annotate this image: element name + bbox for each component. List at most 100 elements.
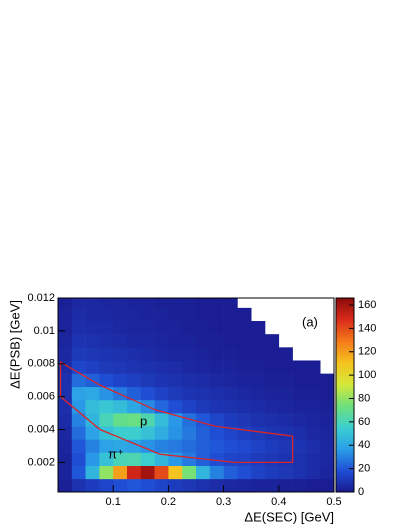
heatmap-cell (168, 321, 183, 335)
heatmap-cell (223, 439, 238, 453)
heatmap-cell (209, 307, 224, 322)
heatmap-cell (58, 413, 73, 427)
heatmap-cell (223, 478, 238, 493)
heatmap-cell (182, 386, 197, 401)
heatmap-cell (99, 452, 114, 466)
heatmap-cell (196, 426, 211, 440)
heatmap-cell (71, 452, 86, 466)
heatmap-cell (168, 478, 183, 493)
heatmap-cell (223, 386, 238, 401)
heatmap-cell (251, 399, 266, 414)
heatmap-cell (99, 413, 114, 427)
heatmap-cell (320, 465, 335, 480)
heatmap-cell (196, 334, 211, 348)
heatmap-cell (113, 452, 128, 466)
heatmap-cell (237, 452, 252, 466)
heatmap-cell (265, 399, 280, 414)
heatmap-cell (85, 439, 100, 453)
heatmap-cell (154, 386, 169, 401)
heatmap-cell (168, 465, 183, 480)
heatmap (58, 298, 335, 493)
heatmap-cell (58, 439, 73, 453)
heatmap-cell (196, 478, 211, 493)
heatmap-cell (251, 321, 266, 335)
heatmap-cell (127, 307, 142, 322)
heatmap-cell (182, 465, 197, 480)
heatmap-cell (265, 452, 280, 466)
heatmap-cell (140, 386, 155, 401)
heatmap-cell (71, 478, 86, 493)
colorbar-tick-label: 60 (358, 416, 370, 428)
colorbar-tick-label: 120 (358, 346, 376, 358)
heatmap-cell (223, 465, 238, 480)
heatmap-cell (154, 298, 169, 309)
heatmap-cell (209, 347, 224, 361)
heatmap-cell (85, 413, 100, 427)
heatmap-cell (168, 360, 183, 374)
heatmap-cell (85, 347, 100, 361)
heatmap-cell (306, 373, 321, 388)
heatmap-cell (223, 298, 238, 309)
heatmap-cell (182, 478, 197, 493)
heatmap-cell (71, 439, 86, 453)
heatmap-cell (85, 307, 100, 322)
heatmap-cell (223, 399, 238, 414)
heatmap-cell (58, 478, 73, 493)
heatmap-cell (237, 413, 252, 427)
heatmap-cell (127, 465, 142, 480)
heatmap-cell (182, 452, 197, 466)
heatmap-cell (196, 307, 211, 322)
heatmap-cell (85, 321, 100, 335)
heatmap-cell (182, 334, 197, 348)
heatmap-cell (71, 465, 86, 480)
heatmap-cell (71, 426, 86, 440)
heatmap-cell (58, 321, 73, 335)
heatmap-cell (196, 347, 211, 361)
heatmap-cell (251, 347, 266, 361)
heatmap-cell (113, 478, 128, 493)
x-axis-title: ΔE(SEC) [GeV] (244, 509, 334, 524)
heatmap-cell (306, 439, 321, 453)
heatmap-cell (237, 478, 252, 493)
heatmap-cell (168, 426, 183, 440)
heatmap-cell (320, 452, 335, 466)
heatmap-cell (292, 452, 307, 466)
heatmap-cell (306, 478, 321, 493)
heatmap-cell (209, 386, 224, 401)
heatmap-cell (292, 478, 307, 493)
heatmap-cell (196, 321, 211, 335)
heatmap-cell (85, 465, 100, 480)
heatmap-cell (140, 413, 155, 427)
heatmap-cell (71, 399, 86, 414)
heatmap-cell (278, 439, 293, 453)
heatmap-cell (223, 426, 238, 440)
heatmap-cell (237, 334, 252, 348)
heatmap-cell (140, 478, 155, 493)
heatmap-cell (292, 360, 307, 374)
heatmap-cell (320, 413, 335, 427)
heatmap-cell (265, 413, 280, 427)
heatmap-cell (99, 334, 114, 348)
heatmap-cell (140, 307, 155, 322)
heatmap-cell (71, 373, 86, 388)
heatmap-cell (85, 478, 100, 493)
heatmap-cell (278, 478, 293, 493)
y-tick-label: 0.008 (27, 358, 55, 370)
heatmap-cell (278, 399, 293, 414)
heatmap-cell (223, 452, 238, 466)
heatmap-cell (251, 478, 266, 493)
heatmap-cell (113, 373, 128, 388)
heatmap-cell (127, 373, 142, 388)
heatmap-cell (127, 426, 142, 440)
heatmap-cell (209, 373, 224, 388)
heatmap-cell (127, 452, 142, 466)
colorbar-tick-label: 80 (358, 392, 370, 404)
heatmap-cell (209, 452, 224, 466)
heatmap-cell (168, 439, 183, 453)
heatmap-cell (182, 373, 197, 388)
heatmap-cell (278, 413, 293, 427)
x-tick-label: 0.2 (161, 496, 176, 508)
heatmap-cell (127, 334, 142, 348)
heatmap-cell (223, 307, 238, 322)
